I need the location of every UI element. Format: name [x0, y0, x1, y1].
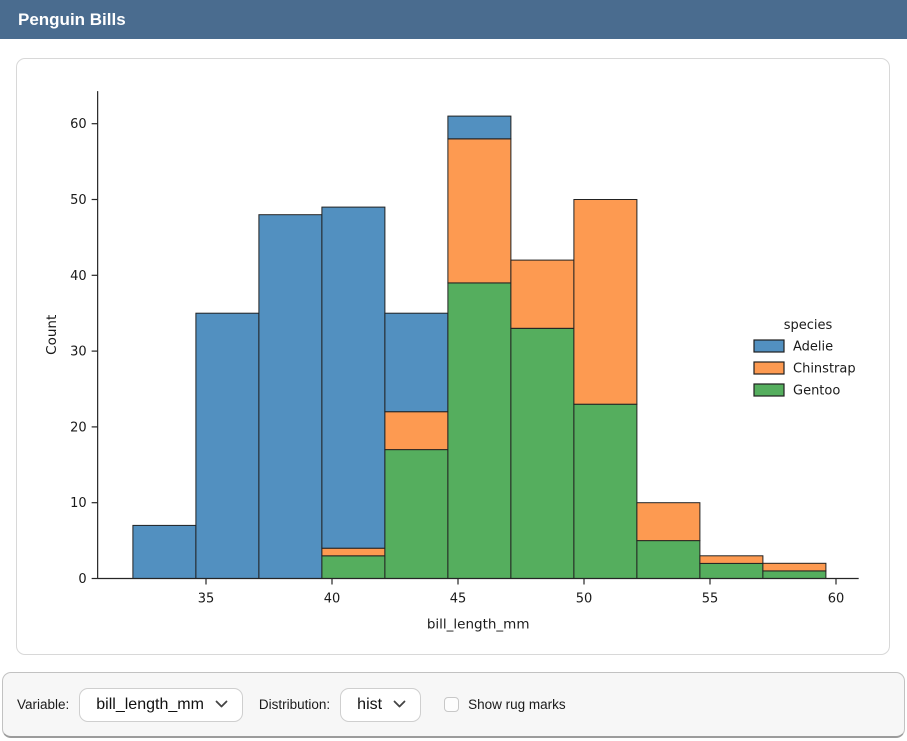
- chevron-down-icon: [215, 700, 228, 709]
- histogram-bar-segment: [699, 555, 764, 564]
- histogram-chart: 0 10 20 30 40 50 60 35 40 45 50 55 60 bill_length_mm C…: [44, 91, 859, 633]
- controls-bar: Variable: bill_length_mm Distribution: h…: [2, 672, 905, 738]
- legend-swatch-chinstrap: [753, 361, 785, 375]
- x-axis-tick-label: 45: [450, 592, 467, 607]
- histogram-bar-segment: [510, 327, 575, 579]
- x-axis-tick-label: 50: [576, 592, 593, 607]
- show-rug-marks-label[interactable]: Show rug marks: [468, 697, 566, 712]
- histogram-bar-segment: [573, 403, 638, 580]
- histogram-bar-segment: [384, 449, 449, 579]
- histogram-bar-segment: [132, 524, 197, 579]
- distribution-label: Distribution:: [258, 697, 331, 712]
- distribution-select[interactable]: hist: [340, 687, 422, 722]
- histogram-bar-segment: [321, 206, 386, 549]
- x-axis-tick-label: 40: [324, 592, 341, 607]
- histogram-bar-segment: [321, 547, 386, 557]
- histogram-bar-segment: [195, 312, 260, 579]
- legend-title: species: [784, 318, 833, 333]
- x-axis-tick-label: 55: [702, 592, 719, 607]
- y-axis-tick-label: 0: [78, 572, 86, 587]
- histogram-bar-segment: [384, 411, 449, 451]
- y-axis-tick-label: 50: [70, 193, 87, 208]
- histogram-bar-segment: [699, 562, 764, 579]
- histogram-bar-segment: [762, 570, 827, 579]
- legend-label-gentoo: Gentoo: [793, 384, 840, 399]
- histogram-bar-segment: [321, 555, 386, 579]
- y-axis-title: Count: [44, 315, 60, 355]
- y-axis-tick-label: 20: [70, 420, 87, 435]
- distribution-select-value: hist: [357, 695, 383, 713]
- x-axis-tick-label: 35: [198, 592, 215, 607]
- show-rug-marks-checkbox[interactable]: [444, 697, 460, 712]
- variable-label: Variable:: [17, 697, 70, 712]
- histogram-bar-segment: [636, 540, 701, 580]
- histogram-bar-segment: [447, 282, 512, 579]
- y-axis-tick-label: 40: [70, 269, 87, 284]
- legend-label-chinstrap: Chinstrap: [793, 362, 856, 377]
- app-title: Penguin Bills: [18, 9, 126, 29]
- legend-label-adelie: Adelie: [793, 340, 833, 355]
- plot-card: 0 10 20 30 40 50 60 35 40 45 50 55 60 bill_length_mm C…: [16, 58, 890, 655]
- x-axis-tick-label: 60: [828, 592, 845, 607]
- histogram-bar-segment: [258, 214, 323, 579]
- histogram-bar-segment: [636, 502, 701, 542]
- histogram-bar-segment: [762, 562, 827, 572]
- variable-select-value: bill_length_mm: [96, 695, 204, 713]
- legend-swatch-adelie: [753, 339, 785, 353]
- variable-select[interactable]: bill_length_mm: [79, 687, 243, 722]
- histogram-bar-segment: [573, 199, 638, 405]
- histogram-bar-segment: [384, 312, 449, 413]
- histogram-bar-segment: [510, 259, 575, 329]
- y-axis-tick-label: 60: [70, 117, 87, 132]
- x-axis-title: bill_length_mm: [427, 617, 530, 633]
- histogram-bar-segment: [447, 115, 512, 140]
- chevron-down-icon: [393, 700, 406, 709]
- y-axis-tick-label: 10: [70, 496, 87, 511]
- app-title-bar: Penguin Bills: [0, 0, 907, 39]
- y-axis-tick-label: 30: [70, 345, 87, 360]
- legend-swatch-gentoo: [753, 383, 785, 397]
- histogram-bar-segment: [447, 138, 512, 284]
